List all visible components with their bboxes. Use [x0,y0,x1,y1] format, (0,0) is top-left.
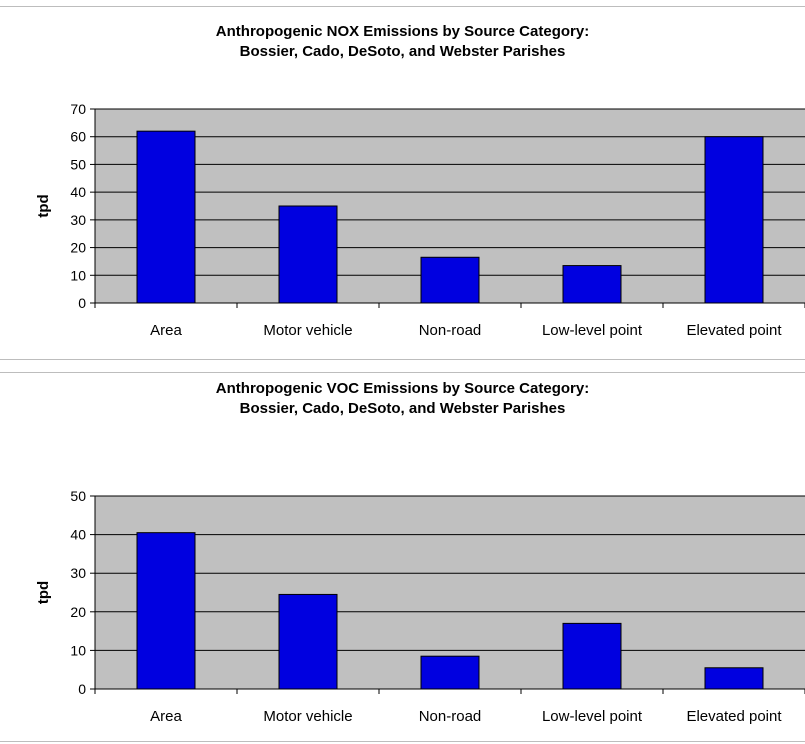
nox-y-tick-label: 40 [70,184,86,200]
nox-y-tick-label: 10 [70,267,86,283]
voc-y-tick-label: 50 [70,488,86,504]
nox-title-line-1: Anthropogenic NOX Emissions by Source Ca… [215,23,590,40]
voc-x-tick-label: Elevated point [686,708,782,725]
nox-x-tick-label: Motor vehicle [263,322,352,339]
nox-x-tick-label: Low-level point [542,322,643,339]
nox-y-tick-label: 20 [70,240,86,256]
nox-bar-chart: 0 10 20 30 40 50 60 70 Area Motor vehicle Non-road… [35,101,805,339]
nox-x-tick-label: Elevated point [686,322,782,339]
nox-chart-title: Anthropogenic NOX Emissions by Source Ca… [0,22,805,62]
voc-chart-title: Anthropogenic VOC Emissions by Source Ca… [0,379,805,419]
voc-bar-2 [420,655,480,690]
voc-y-tick-label: 0 [78,681,86,697]
nox-bar-4 [704,136,764,304]
nox-y-tick-label: 0 [78,295,86,311]
voc-x-tick-label: Area [150,708,182,725]
nox-y-axis-title: tpd [35,194,52,217]
voc-y-axis-title: tpd [35,581,52,604]
voc-x-tick-label: Motor vehicle [263,708,352,725]
nox-bar-0 [136,130,196,304]
nox-y-tick-label: 70 [70,101,86,117]
voc-y-tick-label: 20 [70,604,86,620]
nox-x-tick-label: Area [150,322,182,339]
nox-y-tick-label: 60 [70,129,86,145]
voc-y-tick-label: 10 [70,642,86,658]
nox-y-tick-label: 50 [70,156,86,172]
nox-bar-3 [562,265,622,304]
nox-title-line-2: Bossier, Cado, DeSoto, and Webster Paris… [239,43,566,60]
voc-bar-3 [562,622,622,690]
voc-y-tick-label: 30 [70,565,86,581]
nox-bar-2 [420,256,480,304]
voc-bar-chart: 0 10 20 30 40 50 Area Motor vehicle Non-road Low-… [35,488,805,725]
voc-bar-4 [704,667,764,690]
nox-x-tick-label: Non-road [419,322,482,339]
nox-bar-1 [278,205,338,304]
voc-y-tick-label: 40 [70,527,86,543]
nox-y-tick-label: 30 [70,212,86,228]
voc-title-line-2: Bossier, Cado, DeSoto, and Webster Paris… [239,400,566,417]
voc-x-tick-label: Non-road [419,708,482,725]
voc-title-line-1: Anthropogenic VOC Emissions by Source Ca… [215,380,590,397]
nox-chart-panel: Anthropogenic NOX Emissions by Source Ca… [0,6,805,360]
voc-chart-panel: Anthropogenic VOC Emissions by Source Ca… [0,372,805,742]
voc-x-tick-label: Low-level point [542,708,643,725]
voc-bar-0 [136,532,196,690]
voc-bar-1 [278,593,338,690]
